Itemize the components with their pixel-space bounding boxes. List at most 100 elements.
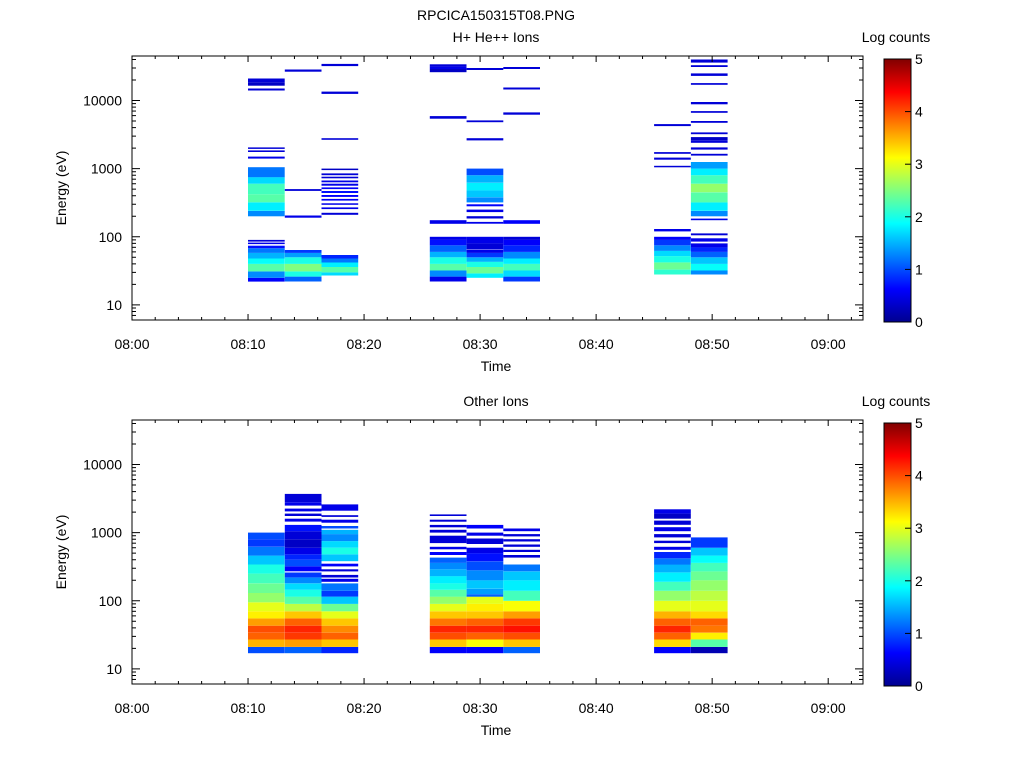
heatmap-cell [248, 277, 285, 282]
heatmap-cell [321, 563, 359, 567]
heatmap-cell [284, 632, 322, 640]
heatmap-cell [654, 534, 691, 538]
heatmap-cell [321, 547, 359, 555]
heatmap-cell [248, 532, 285, 540]
heatmap-cell [466, 524, 504, 529]
heatmap-cell [284, 603, 322, 612]
heatmap-cell [321, 646, 359, 654]
heatmap-cell [654, 558, 691, 565]
heatmap-cell [321, 203, 359, 205]
y-axis-label: Energy (eV) [53, 151, 69, 226]
heatmap-cell [466, 216, 504, 219]
heatmap-cell [466, 197, 504, 203]
x-tick-label: 08:00 [114, 336, 149, 352]
y-tick-label: 10000 [83, 457, 122, 473]
heatmap-cell [248, 271, 285, 278]
heatmap-cell [284, 271, 322, 277]
colorbar-tick-label: 4 [915, 468, 923, 484]
heatmap-cell [466, 625, 504, 633]
heatmap-cell [654, 527, 691, 532]
heatmap-cell [690, 639, 728, 647]
colorbar-label: Log counts [862, 29, 931, 45]
heatmap-cell [690, 257, 728, 264]
heatmap-cell [284, 252, 322, 258]
heatmap-cell [654, 639, 691, 647]
heatmap-cell [503, 534, 540, 537]
heatmap-cell [248, 252, 285, 259]
heatmap-cell [466, 538, 504, 544]
heatmap-cell [466, 209, 504, 213]
heatmap-cell [284, 257, 322, 264]
heatmap-cell [690, 263, 728, 271]
colorbar-ticks: 0 1 2 3 4 5 [905, 415, 923, 694]
heatmap-cell [466, 632, 504, 640]
heatmap-cell [321, 168, 359, 171]
heatmap-cell [429, 276, 467, 282]
heatmap-cell [248, 183, 285, 195]
heatmap-cell [321, 541, 359, 548]
heatmap-cell [284, 493, 322, 503]
heatmap-cell [284, 502, 322, 506]
heatmap-cell [690, 137, 728, 141]
colorbar-tick-label: 1 [915, 261, 923, 277]
heatmap-cell [248, 167, 285, 178]
heatmap-cell [284, 508, 322, 512]
heatmap-cell [284, 539, 322, 548]
colorbar-tick-label: 3 [915, 156, 923, 172]
heatmap-cell [321, 187, 359, 190]
heatmap-cell [429, 519, 467, 522]
heatmap-cell [690, 183, 728, 193]
heatmap-cell [321, 267, 359, 273]
heatmap-cell [654, 520, 691, 525]
heatmap-cell [248, 258, 285, 264]
heatmap-cell [429, 546, 467, 550]
heatmap-cell [503, 600, 540, 612]
heatmap-cell [321, 603, 359, 612]
heatmap-cell [503, 276, 540, 282]
heatmap-cell [284, 583, 322, 590]
heatmap-cell [690, 632, 728, 640]
heatmap-cell [429, 524, 467, 528]
heatmap-cell [321, 258, 359, 263]
heatmap-cell [690, 210, 728, 217]
heatmap-cell [321, 578, 359, 582]
heatmap-cell [248, 242, 285, 245]
heatmap-cell [321, 611, 359, 619]
heatmap-cell [284, 513, 322, 516]
colorbar-tick-label: 5 [915, 415, 923, 431]
heatmap-cell [284, 69, 322, 72]
heatmap-cell [321, 529, 359, 535]
heatmap-cell [321, 180, 359, 183]
heatmap-cell [248, 618, 285, 626]
heatmap-cell [654, 546, 691, 550]
heatmap-cell [284, 596, 322, 604]
heatmap-cell [429, 535, 467, 544]
heatmap-cell [690, 73, 728, 76]
heatmap-cell [503, 549, 540, 552]
heatmap-cell [690, 270, 728, 275]
heatmap-cell [654, 509, 691, 514]
heatmap-cell [248, 555, 285, 565]
heatmap-cell [321, 625, 359, 633]
heatmap-cell [466, 249, 504, 253]
heatmap-cell [284, 554, 322, 560]
heatmap-cell [466, 618, 504, 626]
heatmap-cell [248, 202, 285, 211]
heatmap-cell [284, 639, 322, 647]
heatmap-cell [284, 589, 322, 597]
heatmap-cell [429, 603, 467, 612]
heatmap-cell [690, 132, 728, 135]
heatmap-cell [690, 537, 728, 548]
heatmap-cell [248, 88, 285, 91]
heatmap-cell [429, 569, 467, 577]
heatmap-cell [466, 190, 504, 198]
heatmap-cell [466, 596, 504, 604]
heatmap-cell [429, 596, 467, 604]
x-axis-label: Time [481, 722, 512, 738]
heatmap-cell [248, 239, 285, 242]
heatmap-cell [654, 581, 691, 591]
heatmap-cell [429, 236, 467, 240]
heatmap-cell [248, 546, 285, 556]
heatmap-cell [429, 552, 467, 555]
